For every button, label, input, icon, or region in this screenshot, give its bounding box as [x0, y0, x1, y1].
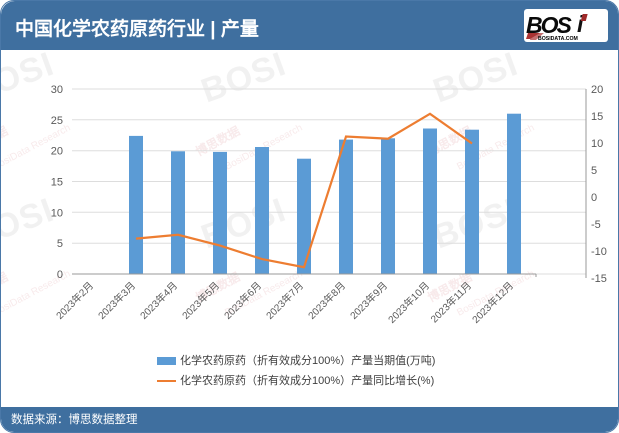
- svg-text:2023年7月: 2023年7月: [263, 279, 306, 322]
- svg-text:20: 20: [51, 146, 63, 158]
- svg-text:15: 15: [51, 177, 63, 189]
- svg-text:-5: -5: [591, 219, 601, 231]
- svg-text:2023年12月: 2023年12月: [469, 279, 516, 326]
- svg-text:25: 25: [51, 115, 63, 127]
- svg-text:5: 5: [591, 165, 597, 177]
- svg-text:2023年9月: 2023年9月: [347, 279, 390, 322]
- svg-text:2023年11月: 2023年11月: [428, 279, 474, 325]
- svg-text:10: 10: [51, 207, 63, 219]
- svg-text:2023年8月: 2023年8月: [305, 279, 348, 322]
- svg-text:20: 20: [591, 84, 603, 96]
- svg-text:BOSIDATA.COM: BOSIDATA.COM: [538, 36, 578, 42]
- svg-text:30: 30: [51, 84, 63, 96]
- svg-text:2023年6月: 2023年6月: [221, 279, 264, 322]
- svg-text:15: 15: [591, 111, 603, 123]
- svg-text:10: 10: [591, 138, 603, 150]
- svg-text:-10: -10: [591, 246, 607, 258]
- svg-text:2023年10月: 2023年10月: [385, 279, 432, 326]
- svg-text:5: 5: [57, 238, 63, 250]
- svg-text:2023年2月: 2023年2月: [53, 279, 96, 322]
- svg-text:2023年4月: 2023年4月: [137, 279, 180, 322]
- svg-text:-15: -15: [591, 273, 607, 285]
- svg-text:2023年5月: 2023年5月: [179, 279, 222, 322]
- svg-text:2023年3月: 2023年3月: [95, 279, 138, 322]
- svg-text:0: 0: [57, 269, 63, 281]
- svg-text:0: 0: [591, 192, 597, 204]
